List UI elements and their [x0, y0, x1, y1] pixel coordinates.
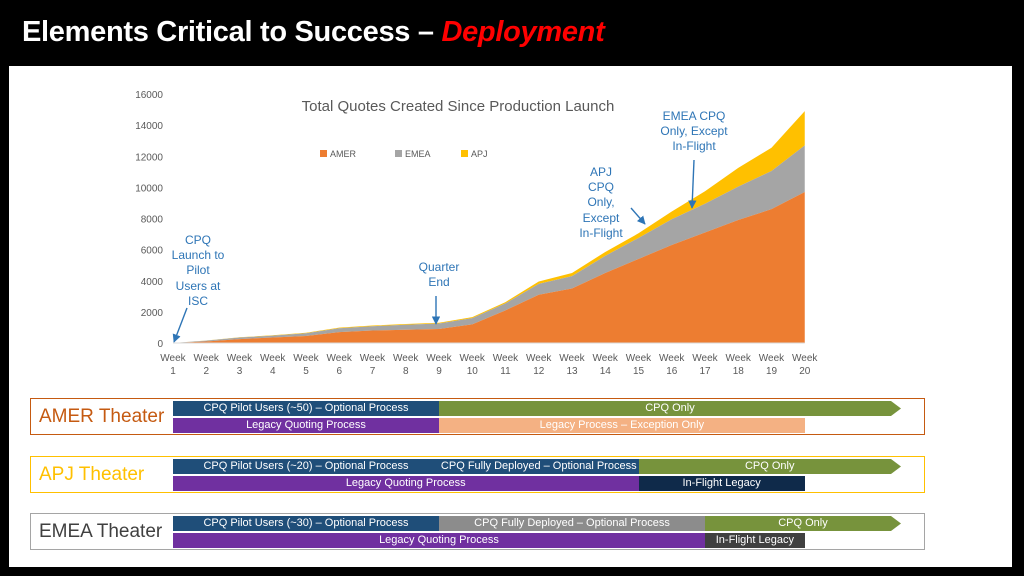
x-tick-label: Week 18 [726, 353, 752, 377]
x-tick-label: Week 17 [692, 353, 718, 377]
annotation-arrow [172, 307, 188, 343]
y-tick-label: 10000 [135, 183, 163, 194]
x-tick-label: Week 5 [293, 353, 319, 377]
timeline-bar: CPQ Only [439, 401, 901, 416]
timeline-bar: CPQ Fully Deployed – Optional Process [439, 516, 705, 531]
x-tick-label: Week 4 [260, 353, 286, 377]
timeline-bar: In-Flight Legacy [638, 476, 805, 491]
title-accent: Deployment [441, 16, 605, 48]
title-main: Elements Critical to Success – [22, 16, 442, 48]
y-tick-label: 14000 [135, 121, 163, 132]
annotation-arrow [630, 207, 646, 225]
x-tick-label: Week 15 [626, 353, 652, 377]
legend-label-emea: EMEA [405, 149, 431, 159]
timeline-bar: CPQ Pilot Users (~50) – Optional Process [173, 401, 439, 416]
slide-title: Elements Critical to Success – Deploymen… [22, 16, 605, 49]
legend-swatch-amer [320, 150, 327, 157]
theater-label: APJ Theater [39, 464, 145, 485]
y-tick-label: 2000 [141, 308, 164, 319]
theater-emea: EMEA Theater CPQ Pilot Users (~30) – Opti… [30, 513, 925, 550]
timeline-bar: In-Flight Legacy [705, 533, 805, 548]
x-tick-label: Week 12 [526, 353, 552, 377]
x-tick-label: Week 11 [493, 353, 519, 377]
chart-annotation: Quarter End [418, 260, 460, 290]
x-tick-label: Week 20 [792, 353, 818, 377]
timeline-bar: CPQ Pilot Users (~20) – Optional Process [173, 459, 439, 474]
x-tick-label: Week 8 [393, 353, 419, 377]
legend-swatch-emea [395, 150, 402, 157]
y-tick-label: 6000 [141, 246, 164, 257]
content-panel: Total Quotes Created Since Production La… [9, 66, 1012, 567]
timeline-bar: Legacy Quoting Process [173, 533, 705, 548]
area-amer [173, 192, 805, 343]
timeline-bar: Legacy Process – Exception Only [439, 418, 805, 433]
chart-annotation: EMEA CPQ Only, Except In-Flight [660, 109, 728, 154]
chart-annotation: CPQ Launch to Pilot Users at ISC [171, 233, 225, 308]
y-tick-label: 16000 [135, 90, 163, 101]
y-tick-label: 4000 [141, 277, 164, 288]
legend-label-apj: APJ [471, 149, 488, 159]
quotes-area-chart: Total Quotes Created Since Production La… [135, 90, 818, 377]
annotation-arrow [688, 159, 697, 209]
timeline-bar: CPQ Fully Deployed – Optional Process [439, 459, 639, 474]
theater-label: AMER Theater [39, 406, 165, 427]
y-tick-label: 8000 [141, 215, 164, 226]
x-tick-label: Week 19 [759, 353, 785, 377]
x-tick-label: Week 6 [327, 353, 353, 377]
x-tick-label: Week 14 [593, 353, 619, 377]
chart-annotation: APJ CPQ Only, Except In-Flight [579, 165, 623, 240]
x-tick-label: Week 9 [426, 353, 452, 377]
timeline-bar: Legacy Quoting Process [173, 418, 439, 433]
theater-label: EMEA Theater [39, 521, 163, 542]
timeline-bar: CPQ Pilot Users (~30) – Optional Process [173, 516, 439, 531]
x-tick-label: Week 10 [460, 353, 486, 377]
y-tick-label: 12000 [135, 152, 163, 163]
legend-swatch-apj [461, 150, 468, 157]
x-tick-label: Week 16 [659, 353, 685, 377]
timeline-bar: Legacy Quoting Process [173, 476, 639, 491]
x-tick-label: Week 7 [360, 353, 386, 377]
timeline-bar: CPQ Only [639, 459, 902, 474]
timeline-bar: CPQ Only [705, 516, 901, 531]
theater-amer: AMER Theater CPQ Pilot Users (~50) – Opti… [30, 398, 925, 435]
theater-apj: APJ Theater CPQ Pilot Users (~20) – Optio… [30, 456, 925, 493]
chart-title: Total Quotes Created Since Production La… [302, 98, 615, 115]
x-tick-label: Week 1 [160, 353, 186, 377]
x-tick-label: Week 3 [227, 353, 253, 377]
x-tick-label: Week 2 [194, 353, 220, 377]
legend-label-amer: AMER [330, 149, 357, 159]
x-tick-label: Week 13 [559, 353, 585, 377]
y-tick-label: 0 [157, 339, 163, 350]
